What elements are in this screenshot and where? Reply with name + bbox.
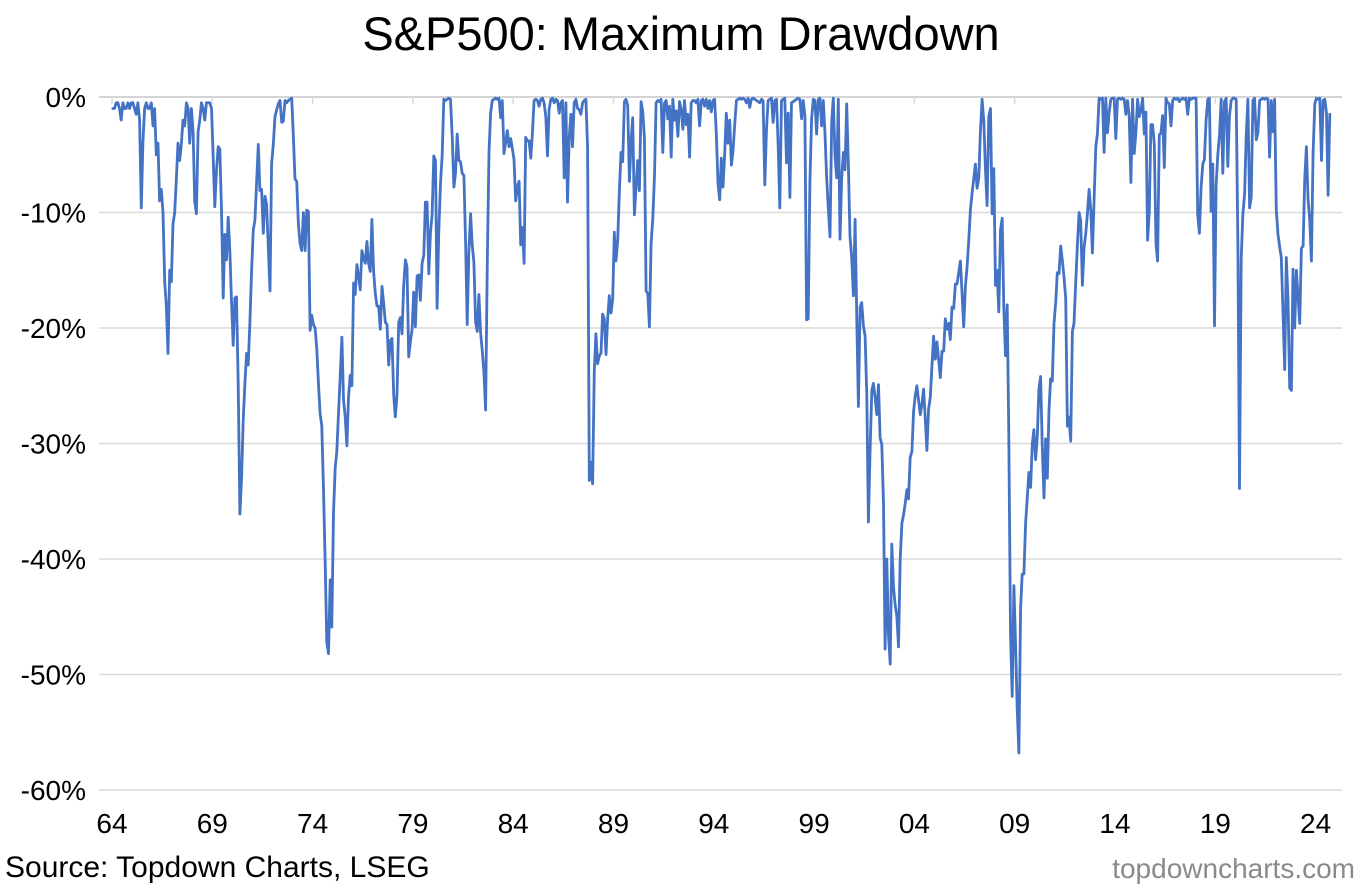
x-tick-label: 64: [96, 808, 127, 839]
y-tick-label: -30%: [21, 429, 86, 460]
x-tick-label: 24: [1300, 808, 1331, 839]
watermark: topdowncharts.com: [1112, 853, 1355, 884]
x-tick-label: 19: [1200, 808, 1231, 839]
x-tick-label: 79: [397, 808, 428, 839]
y-tick-label: -50%: [21, 660, 86, 691]
x-tick-label: 09: [999, 808, 1030, 839]
x-tick-label: 14: [1099, 808, 1130, 839]
drawdown-line: [111, 96, 1332, 755]
x-tick-label: 94: [698, 808, 729, 839]
y-tick-label: -20%: [21, 313, 86, 344]
source-note: Source: Topdown Charts, LSEG: [5, 851, 430, 884]
y-tick-label: -40%: [21, 544, 86, 575]
chart-title: S&P500: Maximum Drawdown: [362, 7, 1000, 60]
x-tick-label: 89: [598, 808, 629, 839]
y-tick-label: -60%: [21, 775, 86, 806]
y-tick-label: 0%: [46, 82, 86, 113]
x-tick-label: 84: [498, 808, 529, 839]
x-tick-label: 69: [197, 808, 228, 839]
x-tick-label: 74: [297, 808, 328, 839]
y-tick-label: -10%: [21, 198, 86, 229]
x-tick-label: 04: [899, 808, 930, 839]
x-tick-label: 99: [799, 808, 830, 839]
